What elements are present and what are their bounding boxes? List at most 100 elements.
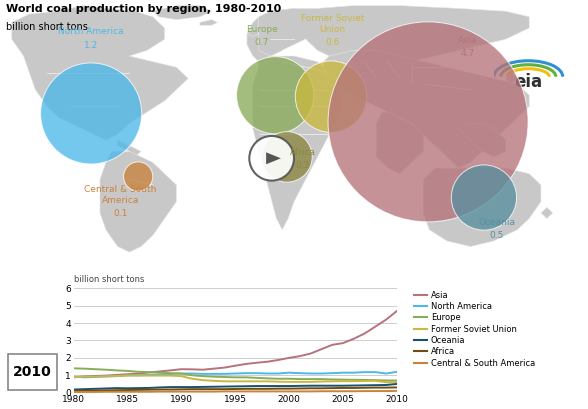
Former Soviet Union <box>70 375 77 380</box>
Text: 1.2: 1.2 <box>84 40 98 49</box>
North America <box>350 370 358 375</box>
Former Soviet Union <box>242 379 249 384</box>
Africa <box>361 385 368 390</box>
Text: Africa: Africa <box>290 148 316 157</box>
Europe <box>307 377 314 382</box>
Central & South America <box>210 389 217 394</box>
Asia <box>393 308 400 313</box>
Europe <box>189 373 196 378</box>
North America <box>361 370 368 375</box>
Central & South America <box>70 389 77 394</box>
Europe <box>350 378 358 382</box>
Europe <box>275 376 282 381</box>
Europe <box>329 377 336 382</box>
Oceania <box>167 384 174 389</box>
Text: billion short tons: billion short tons <box>6 22 88 32</box>
Polygon shape <box>376 112 423 174</box>
Europe <box>383 378 390 383</box>
Africa <box>167 387 174 392</box>
Central & South America <box>167 389 174 394</box>
Oceania <box>286 384 293 389</box>
Europe <box>124 369 131 373</box>
North America <box>264 371 271 376</box>
Asia <box>135 371 142 376</box>
Central & South America <box>232 389 239 394</box>
Polygon shape <box>541 207 553 218</box>
Europe <box>286 376 293 381</box>
Line: Asia: Asia <box>74 311 397 378</box>
Asia <box>210 366 217 371</box>
Oceania <box>329 383 336 388</box>
Former Soviet Union <box>156 373 163 378</box>
Line: Europe: Europe <box>74 368 397 380</box>
North America <box>296 371 303 375</box>
Africa <box>102 388 109 393</box>
Europe <box>339 377 346 382</box>
Central & South America <box>145 389 152 394</box>
Former Soviet Union <box>178 374 185 379</box>
Polygon shape <box>153 6 212 20</box>
Oceania <box>339 383 346 388</box>
Europe <box>232 375 239 380</box>
Former Soviet Union <box>221 379 228 384</box>
Former Soviet Union <box>339 379 346 384</box>
North America <box>124 373 131 378</box>
Text: eia: eia <box>514 73 542 91</box>
Asia <box>307 351 314 356</box>
Former Soviet Union <box>232 379 239 384</box>
Oceania <box>264 384 271 389</box>
Africa <box>393 385 400 390</box>
Africa <box>253 387 260 391</box>
North America <box>372 370 379 375</box>
Former Soviet Union <box>264 379 271 384</box>
Polygon shape <box>12 6 188 140</box>
North America <box>113 374 120 379</box>
Oceania <box>372 383 379 388</box>
Europe <box>178 371 185 376</box>
North America <box>307 371 314 376</box>
Africa <box>350 386 358 391</box>
Europe <box>264 376 271 381</box>
Oceania <box>232 384 239 389</box>
North America <box>221 371 228 376</box>
North America <box>156 372 163 377</box>
Europe <box>296 377 303 382</box>
FancyBboxPatch shape <box>8 354 56 390</box>
North America <box>318 371 325 376</box>
Asia <box>232 363 239 368</box>
Asia <box>189 367 196 372</box>
Line: North America: North America <box>74 372 397 378</box>
Asia <box>221 365 228 370</box>
Europe <box>70 366 77 371</box>
Europe <box>167 371 174 375</box>
Oceania <box>242 384 249 389</box>
Europe <box>81 366 88 371</box>
Central & South America <box>286 389 293 394</box>
Asia <box>372 324 379 329</box>
Former Soviet Union <box>92 374 99 379</box>
Text: 0.6: 0.6 <box>325 38 339 47</box>
Text: World coal production by region, 1980-2010: World coal production by region, 1980-20… <box>6 4 281 14</box>
Europe <box>156 370 163 375</box>
Africa <box>124 388 131 393</box>
Africa <box>156 387 163 392</box>
Oceania <box>156 385 163 390</box>
Asia <box>275 357 282 362</box>
North America <box>178 371 185 376</box>
Oceania <box>393 382 400 387</box>
Central & South America <box>189 389 196 394</box>
Asia <box>339 341 346 346</box>
Former Soviet Union <box>296 380 303 384</box>
Polygon shape <box>247 9 318 62</box>
Asia <box>361 331 368 336</box>
Oceania <box>221 384 228 389</box>
Former Soviet Union <box>275 379 282 384</box>
Former Soviet Union <box>350 379 358 384</box>
Asia <box>296 354 303 359</box>
Former Soviet Union <box>361 379 368 384</box>
North America <box>135 373 142 378</box>
Europe <box>199 374 206 379</box>
Oceania <box>199 384 206 389</box>
Central & South America <box>307 389 314 394</box>
Central & South America <box>221 389 228 394</box>
